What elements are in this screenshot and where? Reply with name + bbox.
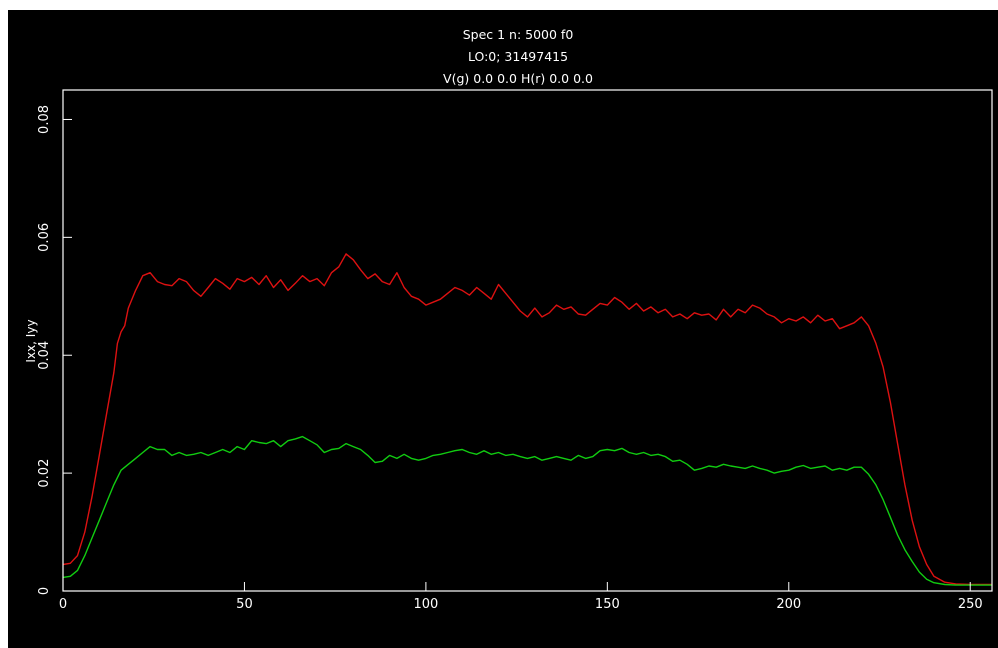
- header-line-1: Spec 1 n: 5000 f0: [463, 27, 574, 42]
- spectrum-chart: Spec 1 n: 5000 f0 LO:0; 31497415 V(g) 0.…: [24, 27, 993, 612]
- x-tick-label: 200: [776, 597, 801, 612]
- plot-panel: Spec 1 n: 5000 f0 LO:0; 31497415 V(g) 0.…: [8, 10, 998, 648]
- y-tick-label: 0.04: [37, 341, 52, 370]
- y-tick-label: 0.08: [37, 105, 52, 134]
- plot-frame: [62, 89, 993, 592]
- y-tick-label: 0.02: [37, 459, 52, 488]
- tick-layer: 0 50 100 150 200 250 0 0.02 0.04 0.06 0.08: [37, 105, 983, 612]
- series-line-red: [62, 253, 992, 586]
- y-tick-label: 0.06: [37, 223, 52, 252]
- x-tick-label: 50: [236, 597, 253, 612]
- x-tick-label: 0: [59, 597, 67, 612]
- header-line-3: V(g) 0.0 0.0 H(r) 0.0 0.0: [443, 71, 593, 86]
- y-tick-label: 0: [37, 587, 52, 595]
- series-line-green: [62, 435, 992, 586]
- header-line-2: LO:0; 31497415: [468, 49, 568, 64]
- x-tick-label: 100: [413, 597, 438, 612]
- x-tick-label: 250: [958, 597, 983, 612]
- series-layer: [62, 253, 992, 586]
- x-tick-label: 150: [595, 597, 620, 612]
- y-axis-label: Ixx, Iyy: [24, 319, 38, 362]
